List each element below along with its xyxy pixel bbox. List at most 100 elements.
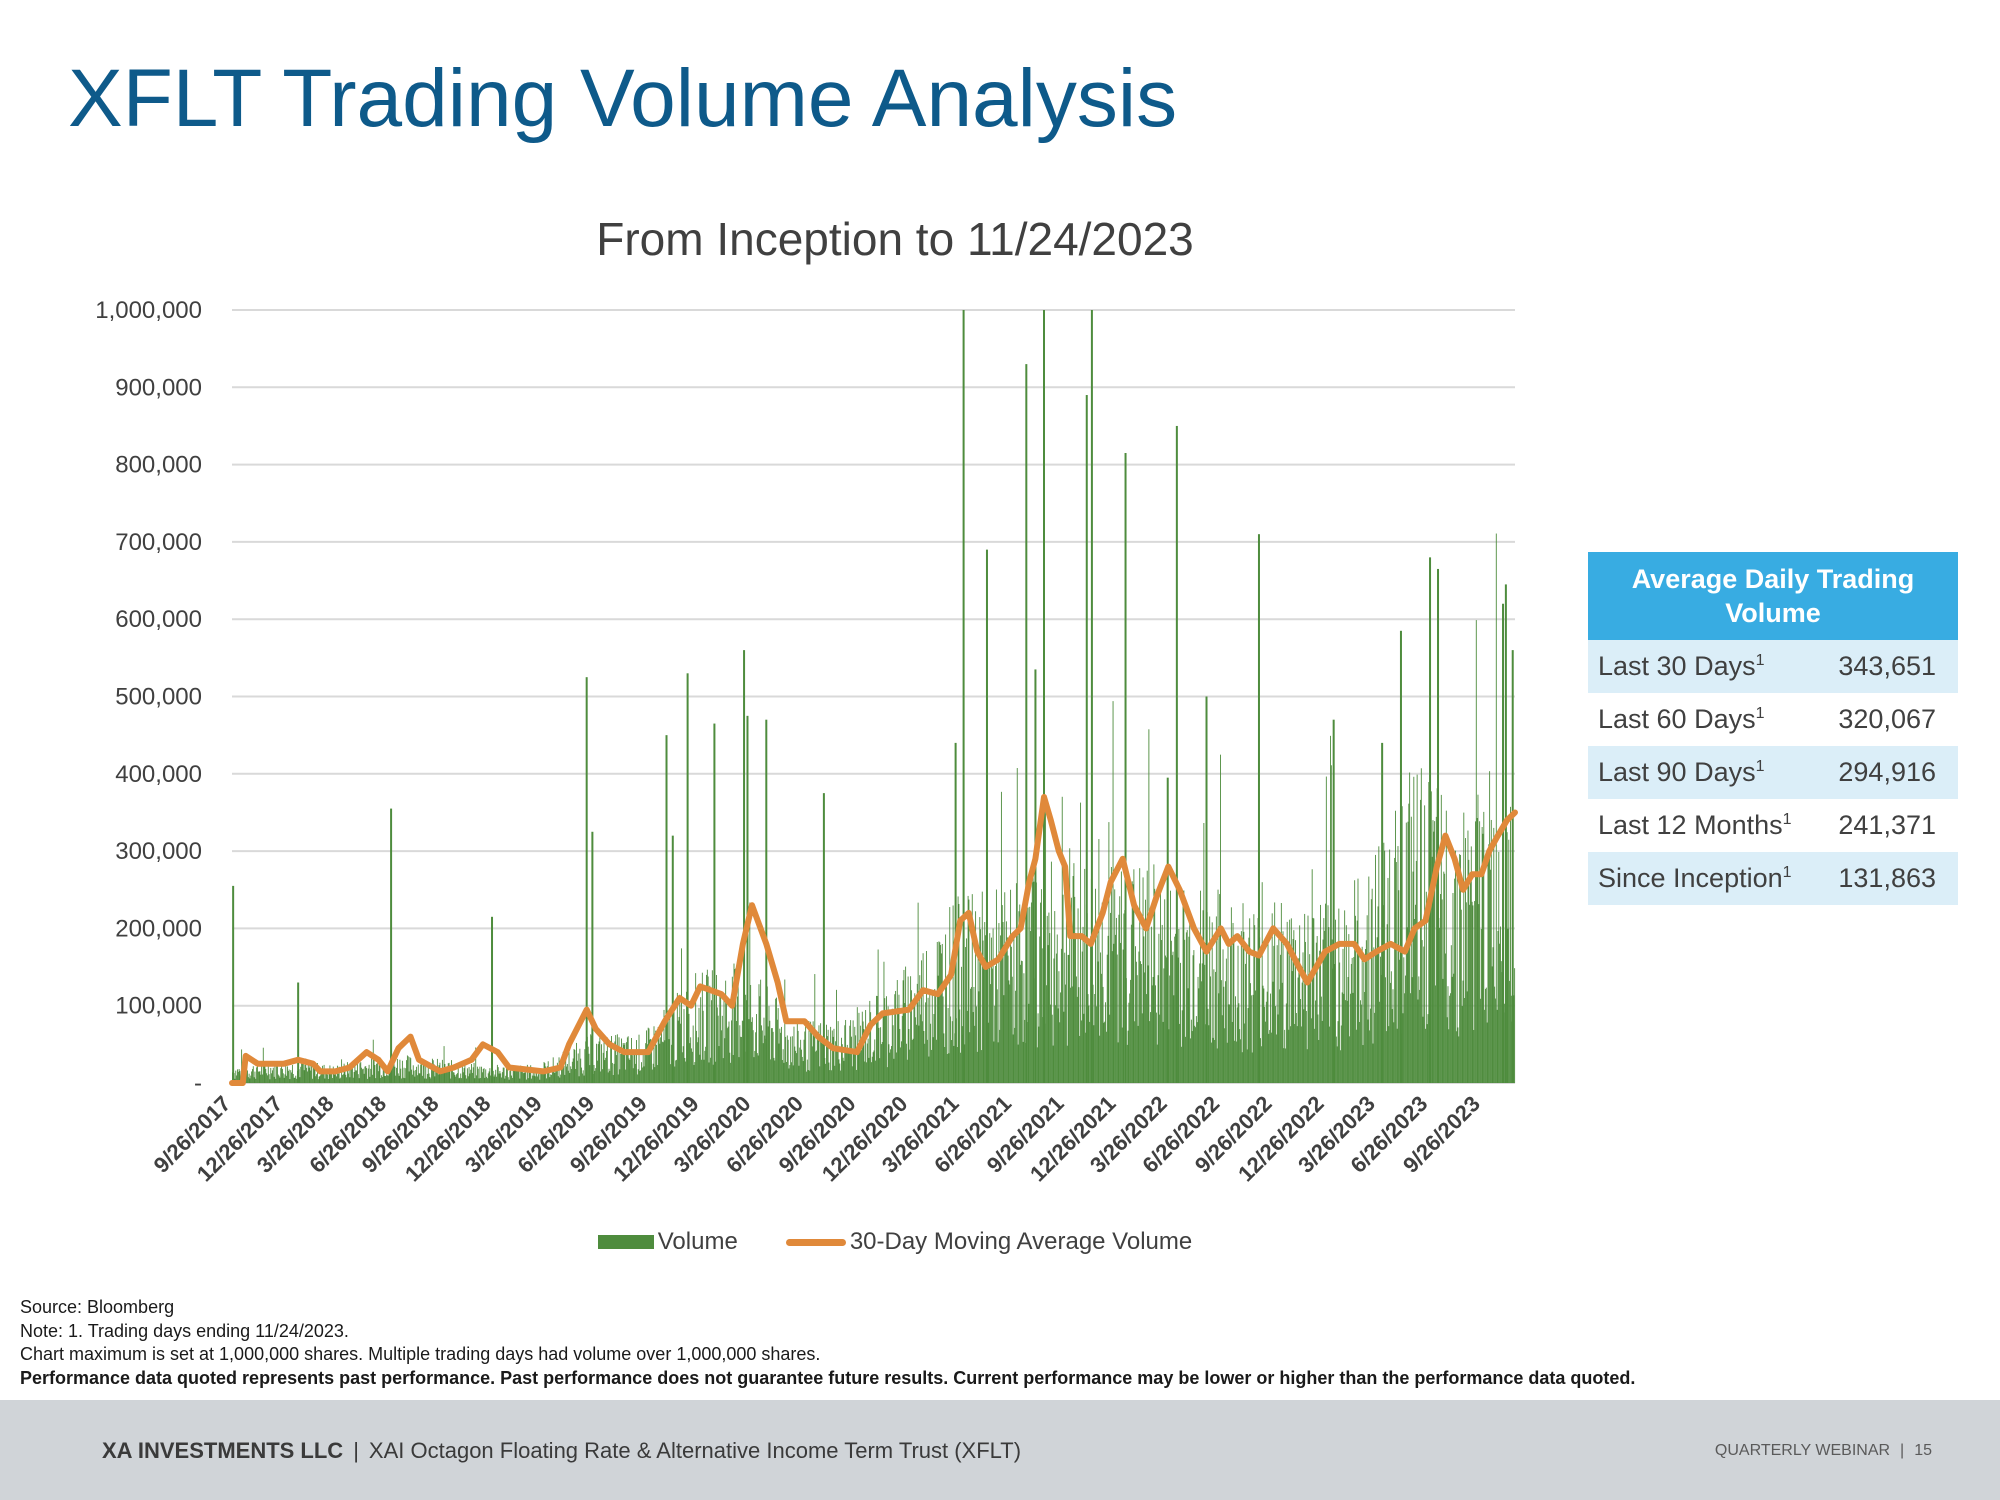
volume-bar bbox=[424, 1078, 426, 1083]
y-tick-label: 700,000 bbox=[115, 529, 202, 556]
volume-bar bbox=[248, 1073, 250, 1083]
volume-bar bbox=[443, 1046, 445, 1083]
volume-bar bbox=[403, 1067, 405, 1083]
volume-bar bbox=[1072, 876, 1074, 1083]
volume-bar bbox=[815, 1051, 817, 1083]
volume-bar bbox=[1147, 965, 1149, 1083]
volume-bar bbox=[807, 1070, 809, 1083]
volume-bar bbox=[844, 1025, 846, 1083]
volume-bar bbox=[1010, 889, 1012, 1083]
footer-fund-name: XAI Octagon Floating Rate & Alternative … bbox=[368, 1438, 1022, 1463]
source-note: Source: Bloomberg bbox=[20, 1297, 175, 1317]
volume-bar bbox=[601, 1044, 602, 1083]
volume-bar bbox=[1143, 936, 1145, 1083]
volume-bar bbox=[717, 1015, 719, 1083]
volume-bar bbox=[841, 1044, 843, 1083]
volume-bar bbox=[1084, 868, 1086, 1083]
volume-bar bbox=[987, 1022, 989, 1083]
volume-bar bbox=[502, 1067, 504, 1083]
volume-bar bbox=[516, 1067, 517, 1083]
volume-bar bbox=[851, 1036, 852, 1083]
volume-bar bbox=[393, 1062, 395, 1083]
volume-bar bbox=[1020, 960, 1022, 1083]
volume-bar bbox=[594, 1070, 596, 1083]
volume-bar bbox=[1279, 989, 1281, 1083]
volume-bar bbox=[576, 1060, 578, 1083]
volume-bar bbox=[1118, 914, 1120, 1083]
volume-bar bbox=[930, 1049, 932, 1083]
volume-bar bbox=[1130, 979, 1131, 1083]
volume-bar bbox=[1330, 765, 1332, 1083]
stats-row-value: 343,651 bbox=[1838, 651, 1936, 681]
volume-bar bbox=[1341, 992, 1343, 1083]
volume-bar bbox=[618, 1037, 620, 1083]
volume-bar bbox=[400, 1068, 402, 1083]
volume-bar bbox=[707, 976, 709, 1083]
volume-bar bbox=[1509, 980, 1511, 1083]
volume-bar bbox=[1224, 1028, 1226, 1083]
volume-bar bbox=[1231, 1021, 1233, 1083]
volume-bar bbox=[556, 1062, 558, 1083]
volume-bar bbox=[1460, 855, 1461, 1083]
volume-bar bbox=[593, 1064, 595, 1083]
volume-bar bbox=[349, 1077, 351, 1083]
volume-bar bbox=[1324, 930, 1326, 1083]
moving-average-path bbox=[229, 794, 1518, 1086]
volume-bar bbox=[816, 1034, 818, 1083]
volume-bar bbox=[1317, 1014, 1319, 1083]
volume-bar bbox=[832, 1036, 834, 1083]
volume-bar bbox=[259, 1071, 261, 1083]
volume-bar bbox=[1102, 986, 1104, 1083]
volume-bar bbox=[296, 1078, 298, 1083]
volume-bar bbox=[1146, 870, 1148, 1083]
volume-bar bbox=[357, 1074, 359, 1083]
volume-bar bbox=[1060, 992, 1062, 1083]
volume-bar bbox=[756, 1053, 758, 1083]
volume-bar bbox=[1445, 810, 1447, 1083]
volume-bar bbox=[276, 1065, 278, 1083]
volume-bar bbox=[792, 1065, 794, 1083]
volume-bar bbox=[1291, 971, 1293, 1083]
volume-bar bbox=[422, 1062, 424, 1083]
volume-bar bbox=[846, 1052, 847, 1083]
volume-bar bbox=[249, 1078, 251, 1083]
volume-bar bbox=[581, 1067, 582, 1083]
volume-bar bbox=[908, 1028, 910, 1083]
volume-bar bbox=[361, 1067, 363, 1083]
volume-bar bbox=[806, 1059, 808, 1083]
volume-bar bbox=[399, 1059, 401, 1083]
volume-bar bbox=[969, 1032, 971, 1083]
volume-bar bbox=[872, 1052, 874, 1083]
volume-bar bbox=[1142, 877, 1144, 1083]
volume-bar bbox=[1336, 1046, 1338, 1083]
volume-bar bbox=[320, 1074, 322, 1083]
volume-bar bbox=[694, 1062, 696, 1083]
volume-bar bbox=[1271, 913, 1273, 1083]
volume-bar bbox=[1114, 889, 1116, 1083]
volume-bar bbox=[863, 1028, 865, 1083]
volume-bar bbox=[1337, 1021, 1339, 1083]
volume-bar bbox=[1162, 1021, 1164, 1083]
volume-spike-bar bbox=[962, 310, 965, 1083]
volume-bar bbox=[951, 1021, 953, 1083]
stats-row-label: Last 30 Days1 bbox=[1598, 651, 1765, 681]
volume-bar bbox=[465, 1075, 467, 1083]
volume-bar bbox=[1293, 930, 1295, 1083]
volume-bar bbox=[639, 1070, 641, 1083]
volume-bar bbox=[854, 1026, 856, 1083]
volume-bar bbox=[1225, 958, 1227, 1083]
stats-row-value: 320,067 bbox=[1838, 704, 1936, 734]
volume-bar bbox=[1329, 1026, 1331, 1083]
stats-row-value: 294,916 bbox=[1838, 757, 1936, 787]
volume-bar bbox=[387, 1075, 389, 1083]
volume-bar bbox=[276, 1065, 278, 1083]
volume-bar bbox=[966, 1010, 968, 1083]
y-tick-label: 200,000 bbox=[115, 915, 202, 942]
volume-bar bbox=[520, 1065, 522, 1083]
volume-bar bbox=[305, 1058, 307, 1083]
volume-bar bbox=[646, 1030, 647, 1083]
volume-bar bbox=[1499, 943, 1501, 1083]
volume-bar bbox=[1216, 1048, 1218, 1083]
volume-bar bbox=[1398, 890, 1400, 1083]
volume-bar bbox=[1280, 903, 1282, 1083]
